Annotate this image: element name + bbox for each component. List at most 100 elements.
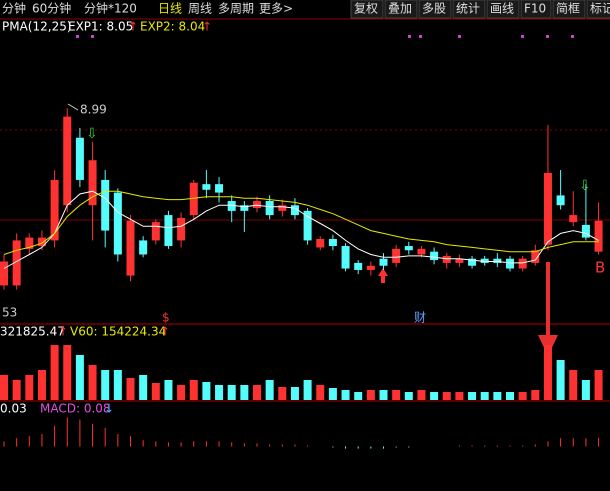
candle-body [12,240,21,286]
candle-body [278,205,287,211]
volume-bar [240,385,249,400]
toolbar-item[interactable]: 分钟 [2,1,26,16]
toolbar-button[interactable] [486,0,520,19]
volume-bar [316,385,325,400]
candle-body [25,237,34,249]
arrow: ↑ [160,325,170,339]
candle-body [50,179,59,241]
candle-body [189,182,198,216]
toolbar-item[interactable]: 多周期 [218,2,254,16]
candle-body [518,258,527,269]
toolbar-button[interactable] [586,0,610,19]
low-label: 53 [2,306,17,320]
candle-body [581,224,590,238]
moving-average-line [3,190,599,269]
toolbar-button-label[interactable]: 叠加 [388,2,412,16]
volume-bar [12,380,21,400]
toolbar-button[interactable] [520,0,552,19]
event-mark: 财 [414,311,426,325]
toolbar-button-label[interactable]: 统计 [456,2,480,16]
candle-body [75,137,84,180]
toolbar-button[interactable] [350,0,384,19]
candle-body [506,258,514,269]
candle-body [417,248,426,255]
toolbar-button-label[interactable]: 简框 [556,2,580,16]
candle-body [113,192,122,255]
toolbar-item[interactable]: 更多> [259,2,293,16]
candle-body [341,246,350,269]
toolbar-button-label[interactable]: 复权 [354,2,378,16]
indicator-label: PMA(12,25) [2,20,72,34]
candle-body [253,201,261,209]
high-label: 8.99 [80,103,107,117]
high-pointer [67,103,79,111]
candle-body [63,116,72,206]
candle-body [442,255,451,263]
candle-body [215,184,224,193]
volume-bar [493,392,502,400]
marker-dot [408,35,411,38]
macd-short-label: 0.03 [0,402,27,416]
candle-body [480,258,489,263]
toolbar: 分钟 60分钟 分钟*120 日线 周线 多周期 更多> 复权 叠加 多股 统计 画线 F10 简框 标记 [2,0,610,19]
toolbar-button-label[interactable]: 多股 [422,2,446,16]
volume-bar [151,383,160,400]
big-arrow-icon [538,262,558,356]
candle-body [543,172,552,245]
volume-bar [63,344,72,400]
volume-bar [417,389,426,400]
moving-average-line [3,190,599,255]
volume-bar [404,392,413,400]
candle-body [531,250,540,263]
volume-bar [543,344,552,400]
signal-label: B [595,259,605,277]
volume-bar [379,389,388,400]
candle-body [594,220,603,252]
toolbar-button[interactable] [418,0,452,19]
macd-label: MACD: 0.08 [40,402,111,416]
toolbar-button-label[interactable]: F10 [524,2,546,16]
arrow: ↑ [128,20,138,34]
toolbar-item[interactable]: 60分钟 [32,1,71,16]
candle-body [366,265,375,270]
candle-body [328,239,337,247]
marker-dot [419,35,422,38]
v60-label: V60: 154224.34 [70,325,166,339]
toolbar-button[interactable] [552,0,586,19]
candle-body [240,205,249,211]
candle-body [556,195,565,206]
volume-bar [506,392,514,400]
volume-bar [455,392,464,400]
volume-bar [0,374,8,400]
volume-bar [290,386,299,400]
plot [0,108,603,449]
volume-bar [265,380,274,400]
toolbar-button[interactable] [452,0,486,19]
volume-bar [341,389,350,400]
toolbar-button-label[interactable]: 标记 [590,2,610,16]
volume-bar [518,392,527,400]
volume-bar [88,365,97,400]
volume-bar [113,370,122,400]
volume-bar [392,389,401,400]
volume-bar [50,344,59,400]
marker-dot [521,35,524,38]
marker-dot [76,35,79,38]
toolbar-item[interactable]: 分钟*120 [84,1,137,16]
volume-bar [569,370,578,400]
toolbar-item[interactable]: 周线 [188,2,212,16]
toolbar-item[interactable]: 日线 [158,2,182,16]
candle-body [139,240,148,255]
toolbar-button-label[interactable]: 画线 [490,2,514,16]
candle-body [455,258,464,263]
toolbar-button[interactable] [384,0,418,19]
candle-body [0,261,8,286]
volume-bar [25,374,34,400]
volume-bar [468,392,477,400]
arrow: ↓ [104,402,114,416]
candle-body [164,215,173,247]
marker-dot [571,35,574,38]
marker-dot [546,35,549,38]
